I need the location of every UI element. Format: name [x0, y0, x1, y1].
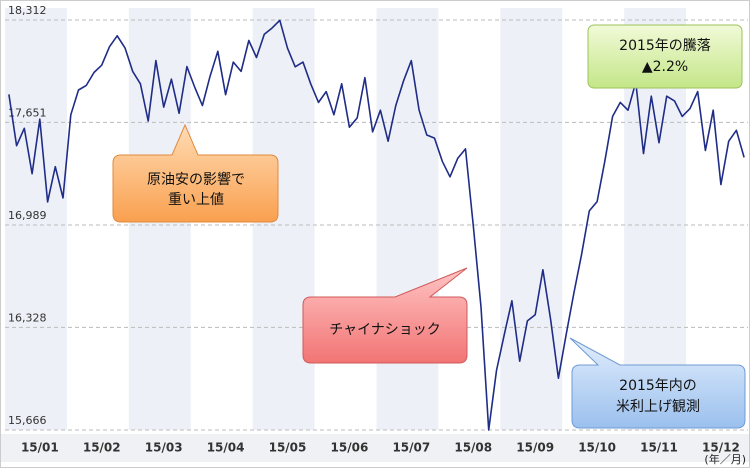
x-tick-label: 15/02	[83, 441, 121, 455]
x-tick-label: 15/07	[392, 441, 430, 455]
x-tick-label: 15/05	[269, 441, 307, 455]
y-tick-label: 16,989	[8, 209, 47, 222]
callout-text: ▲2.2%	[642, 59, 688, 75]
x-tick-label: 15/01	[21, 441, 59, 455]
callout-text: チャイナショック	[329, 322, 441, 338]
x-tick-label: 15/09	[516, 441, 554, 455]
month-band	[5, 8, 67, 430]
x-axis-label: (年／月)	[704, 452, 746, 466]
callout	[569, 337, 746, 429]
x-tick-label: 15/06	[331, 441, 369, 455]
x-tick-label: 15/04	[207, 441, 245, 455]
x-tick-label: 15/08	[454, 441, 492, 455]
y-tick-label: 16,328	[8, 311, 47, 324]
callout-text: 米利上げ観測	[616, 398, 700, 415]
callout	[587, 24, 743, 89]
month-band	[500, 8, 563, 430]
callout	[302, 267, 468, 364]
callout-text: 2015年の騰落	[619, 37, 711, 54]
callout	[112, 123, 279, 223]
x-tick-label: 15/11	[640, 441, 678, 455]
y-tick-label: 18,312	[8, 4, 47, 17]
y-tick-label: 17,651	[8, 106, 47, 119]
x-tick-label: 15/12	[702, 441, 740, 455]
x-tick-label: 15/10	[578, 441, 616, 455]
price-line	[8, 19, 745, 431]
x-tick-label: 15/03	[145, 441, 183, 455]
y-tick-label: 15,666	[8, 414, 47, 427]
callout-text: 原油安の影響で	[147, 171, 245, 188]
callout-text: 重い上値	[168, 192, 224, 208]
label-band	[0, 434, 750, 462]
callout-text: 2015年内の	[619, 378, 697, 394]
